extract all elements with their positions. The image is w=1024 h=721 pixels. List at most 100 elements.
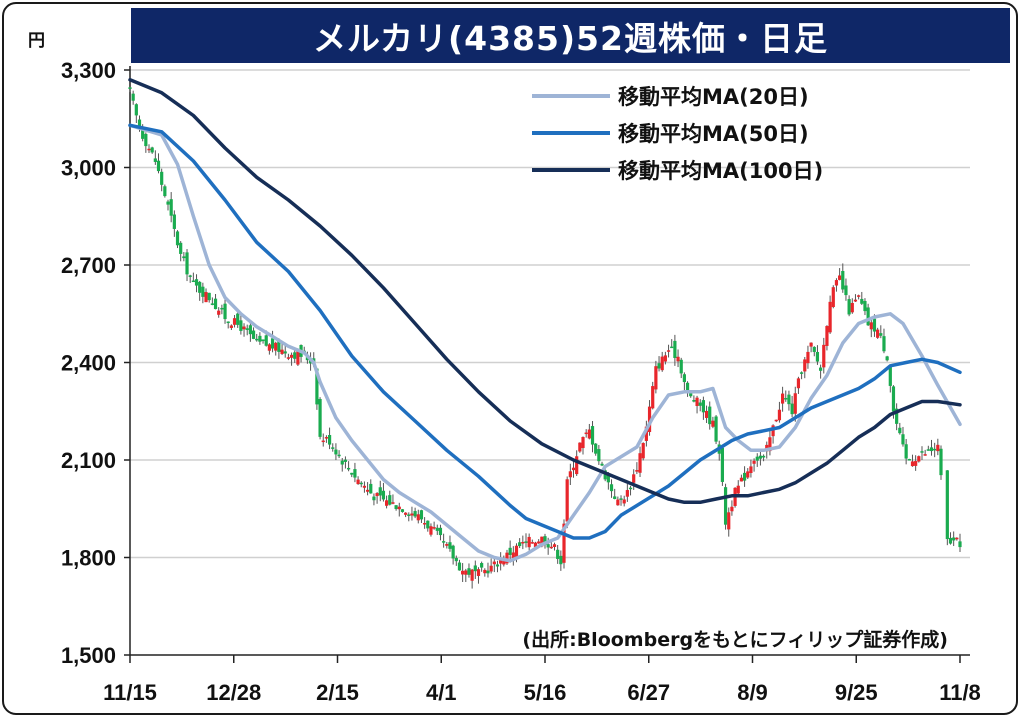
candle-up: [280, 349, 284, 354]
candle-up: [616, 499, 620, 506]
candle-down: [698, 402, 702, 406]
candle-up: [666, 350, 671, 352]
candle-up: [771, 425, 775, 437]
candle-down: [166, 201, 170, 205]
candle-up: [432, 527, 436, 529]
candle-down: [185, 252, 189, 275]
candle-up: [828, 301, 832, 333]
candle-down: [723, 487, 728, 525]
candle-down: [394, 505, 398, 510]
x-tick-label: 5/16: [524, 680, 567, 705]
candle-up: [704, 410, 709, 418]
candle-down: [179, 242, 183, 254]
candle-up: [217, 310, 221, 315]
candle-up: [502, 560, 506, 565]
candle-up: [274, 342, 278, 351]
candle-up: [571, 467, 576, 471]
candle-down: [467, 568, 471, 575]
candle-up: [923, 454, 927, 456]
candle-down: [438, 527, 443, 536]
candle-up: [397, 506, 401, 510]
candle-down: [546, 544, 550, 548]
candle-down: [381, 490, 386, 500]
candle-down: [407, 514, 411, 516]
candle-down: [619, 498, 623, 500]
candle-down: [419, 510, 424, 520]
ma-line-0: [128, 123, 962, 563]
candle-up: [622, 499, 626, 504]
candle-down: [134, 104, 138, 116]
x-tick-label: 11/8: [939, 680, 981, 705]
candle-down: [628, 487, 633, 490]
candle-down: [340, 460, 344, 465]
candle-down: [128, 87, 132, 89]
candle-down: [359, 482, 363, 485]
candle-down: [948, 537, 953, 544]
y-tick-label: 2,100: [61, 448, 116, 473]
candle-up: [404, 512, 408, 515]
candle-down: [251, 330, 256, 339]
candle-down: [144, 133, 148, 147]
x-tick-label: 11/15: [103, 680, 157, 705]
candle-down: [891, 386, 896, 412]
candle-up: [647, 406, 652, 433]
candle-down: [372, 496, 376, 501]
candle-up: [910, 461, 915, 467]
candle-up: [853, 299, 858, 302]
candle-up: [651, 386, 655, 409]
candle-up: [470, 569, 474, 581]
candle-up: [749, 466, 753, 474]
candle-down: [248, 325, 252, 335]
candle-down: [888, 366, 892, 386]
candle-down: [844, 285, 848, 296]
candle-up: [936, 444, 940, 452]
candle-down: [787, 394, 791, 405]
candle-down: [480, 563, 484, 568]
candle-up: [876, 329, 880, 338]
candle-up: [578, 442, 582, 452]
candle-down: [188, 275, 192, 277]
candle-down: [156, 160, 161, 172]
candle-down: [939, 448, 943, 476]
candle-down: [847, 299, 851, 315]
candle-down: [784, 398, 788, 400]
candle-down: [714, 416, 718, 442]
y-tick-label: 3,000: [61, 156, 116, 181]
y-tick-label: 2,700: [61, 253, 116, 278]
candle-up: [562, 523, 566, 563]
candle-up: [489, 565, 493, 572]
chart-title: メルカリ(4385)52週株価・日足: [131, 8, 1010, 63]
y-tick-label: 1,500: [61, 643, 116, 668]
candle-down: [239, 320, 243, 331]
candle-up: [461, 570, 465, 575]
candle-down: [346, 467, 351, 470]
candle-up: [514, 545, 519, 557]
candle-up: [752, 460, 756, 464]
candle-down: [958, 541, 962, 548]
y-axis-ticks: 1,500 1,800 2,100 2,400 2,700 3,000 3,300: [61, 58, 130, 668]
candle-down: [435, 527, 439, 531]
candle-down: [369, 483, 373, 494]
candle-down: [457, 562, 462, 571]
candle-down: [153, 158, 157, 162]
candle-up: [289, 354, 294, 358]
candle-up: [549, 546, 553, 549]
candle-down: [270, 338, 275, 349]
candle-down: [559, 555, 563, 565]
candle-up: [739, 477, 744, 482]
candle-down: [904, 444, 908, 459]
candle-down: [872, 318, 877, 332]
candle-down: [163, 186, 167, 197]
candle-down: [901, 434, 905, 445]
candle-down: [524, 541, 528, 543]
candle-down: [866, 307, 870, 326]
candle-down: [283, 351, 287, 354]
candle-up: [365, 489, 370, 492]
candle-down: [442, 541, 446, 543]
x-tick-label: 6/27: [627, 680, 670, 705]
candle-down: [812, 346, 816, 352]
candle-down: [673, 340, 677, 358]
candle-up: [695, 397, 699, 406]
x-tick-label: 9/25: [835, 680, 878, 705]
x-tick-label: 4/1: [426, 680, 457, 705]
